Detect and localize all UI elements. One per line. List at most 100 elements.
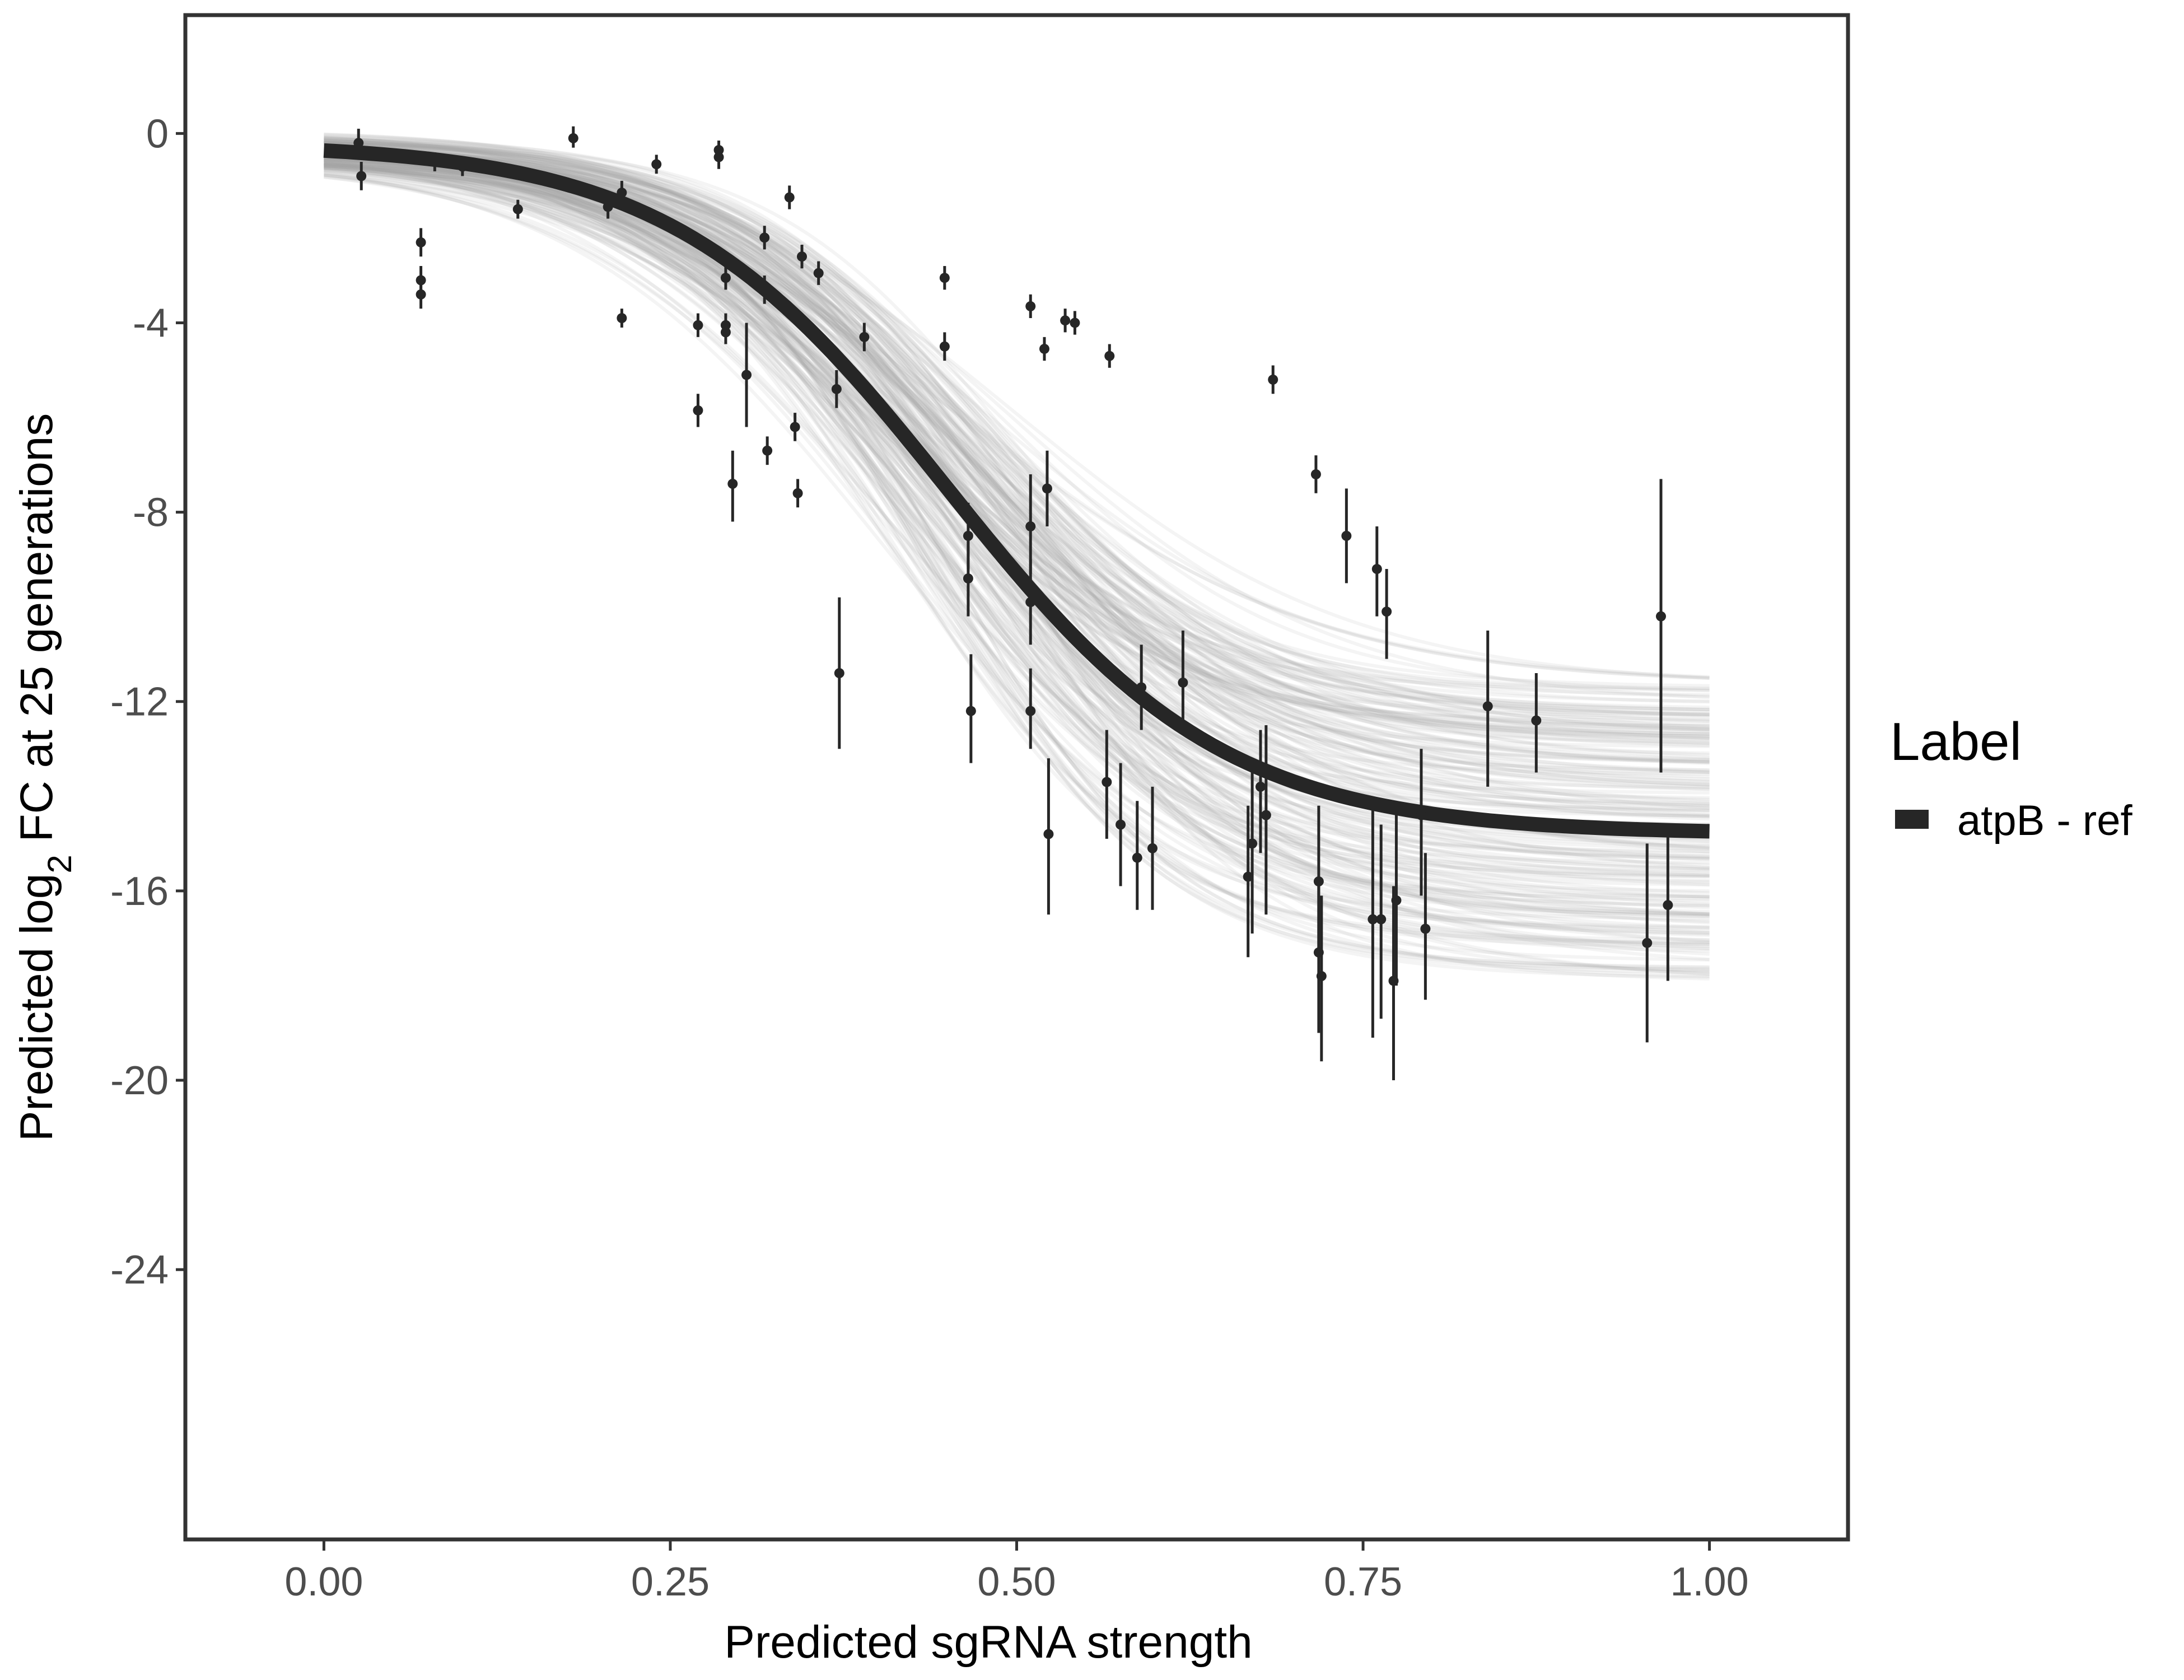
posterior-draw-line bbox=[324, 168, 1710, 898]
posterior-draw-line bbox=[324, 150, 1710, 731]
data-point-64 bbox=[1368, 810, 1378, 1038]
data-point-42 bbox=[1039, 337, 1049, 361]
data-point-40 bbox=[1025, 559, 1036, 645]
data-point-52 bbox=[1147, 786, 1158, 910]
posterior-draw-line bbox=[324, 156, 1710, 921]
posterior-draw-line bbox=[324, 137, 1710, 800]
posterior-draw-line bbox=[324, 149, 1710, 978]
posterior-draw-line bbox=[324, 175, 1710, 764]
posterior-draw-line bbox=[324, 139, 1710, 953]
posterior-draw-line bbox=[324, 153, 1710, 741]
point-marker bbox=[963, 530, 973, 541]
point-marker bbox=[512, 204, 523, 214]
data-point-58 bbox=[1268, 365, 1278, 394]
point-marker bbox=[353, 138, 364, 148]
point-marker bbox=[1104, 351, 1115, 361]
data-point-72 bbox=[1482, 630, 1493, 787]
data-point-6 bbox=[457, 157, 468, 176]
posterior-draw-line bbox=[324, 153, 1710, 818]
posterior-draw-line bbox=[324, 158, 1710, 772]
point-marker bbox=[430, 157, 440, 167]
point-marker bbox=[1255, 781, 1266, 792]
point-marker bbox=[1310, 469, 1321, 479]
data-point-41 bbox=[1025, 668, 1036, 749]
posterior-draw-line bbox=[323, 172, 1710, 899]
posterior-draw-line bbox=[324, 164, 1710, 731]
posterior-draw-line bbox=[324, 141, 1710, 730]
posterior-draw-line bbox=[324, 142, 1710, 917]
posterior-draw-line bbox=[324, 148, 1710, 944]
posterior-draw-line bbox=[324, 165, 1710, 748]
x-axis-title: Predicted sgRNA strength bbox=[724, 1617, 1252, 1668]
posterior-draw-line bbox=[324, 138, 1710, 969]
y-tick-label: -20 bbox=[110, 1058, 169, 1103]
point-marker bbox=[651, 159, 662, 170]
posterior-draw-line bbox=[324, 146, 1710, 916]
point-marker bbox=[1043, 829, 1054, 839]
data-point-11 bbox=[617, 309, 627, 328]
point-marker bbox=[1261, 810, 1271, 820]
point-marker bbox=[1042, 483, 1052, 494]
point-marker bbox=[416, 237, 426, 248]
point-marker bbox=[1116, 819, 1126, 830]
data-point-55 bbox=[1247, 763, 1258, 934]
data-point-31 bbox=[834, 597, 844, 749]
point-marker bbox=[1341, 530, 1352, 541]
posterior-draw-line bbox=[324, 141, 1710, 713]
posterior-draw-line bbox=[324, 158, 1710, 787]
point-marker bbox=[1531, 715, 1542, 726]
data-point-12 bbox=[651, 155, 662, 174]
point-marker bbox=[693, 320, 703, 330]
point-marker bbox=[1039, 343, 1049, 354]
posterior-draw-line bbox=[324, 150, 1710, 791]
posterior-draw-line bbox=[324, 155, 1710, 858]
posterior-draw-line bbox=[324, 172, 1710, 679]
data-point-29 bbox=[813, 261, 824, 285]
posterior-draw-line bbox=[324, 140, 1710, 734]
data-point-24 bbox=[762, 436, 773, 465]
point-marker bbox=[797, 251, 808, 262]
point-marker bbox=[1147, 843, 1158, 853]
posterior-draw-line bbox=[324, 145, 1710, 772]
posterior-draw-line bbox=[324, 139, 1710, 766]
data-point-10 bbox=[617, 180, 627, 205]
data-point-45 bbox=[1060, 309, 1071, 333]
point-marker bbox=[727, 478, 738, 489]
posterior-draw-line bbox=[324, 164, 1710, 729]
point-marker bbox=[963, 573, 973, 584]
posterior-draw-line bbox=[323, 171, 1710, 936]
point-marker bbox=[1268, 374, 1278, 385]
data-point-46 bbox=[1070, 311, 1080, 335]
posterior-draw-line bbox=[324, 152, 1710, 761]
posterior-draw-line bbox=[324, 164, 1710, 728]
posterior-draw-line bbox=[324, 159, 1710, 757]
data-point-38 bbox=[1025, 294, 1036, 319]
point-marker bbox=[792, 488, 803, 498]
y-axis: 0 -4 -8 -12 -16 -20 -24 bbox=[110, 111, 184, 1292]
point-marker bbox=[603, 202, 613, 212]
data-point-39 bbox=[1025, 474, 1036, 574]
posterior-draw-line bbox=[324, 147, 1710, 932]
posterior-draw-line bbox=[324, 147, 1710, 784]
data-point-34 bbox=[939, 332, 950, 361]
data-point-53 bbox=[1178, 630, 1188, 735]
data-point-30 bbox=[831, 370, 842, 408]
posterior-draw-line bbox=[324, 146, 1710, 812]
data-point-17 bbox=[720, 266, 731, 290]
observed-points bbox=[353, 126, 1673, 1081]
posterior-draw-line bbox=[324, 136, 1710, 736]
posterior-draw-line bbox=[324, 151, 1710, 928]
data-point-1 bbox=[356, 162, 367, 190]
posterior-draw-line bbox=[324, 138, 1710, 870]
posterior-draw-line bbox=[324, 146, 1710, 886]
data-point-4 bbox=[416, 280, 426, 309]
point-marker bbox=[759, 232, 770, 243]
point-marker bbox=[741, 370, 752, 380]
legend-key-atpb-ref bbox=[1895, 810, 1929, 829]
data-point-26 bbox=[790, 413, 800, 441]
x-tick-label: 1.00 bbox=[1670, 1560, 1749, 1604]
point-marker bbox=[457, 161, 468, 172]
data-point-25 bbox=[784, 185, 795, 209]
data-point-7 bbox=[512, 199, 523, 219]
